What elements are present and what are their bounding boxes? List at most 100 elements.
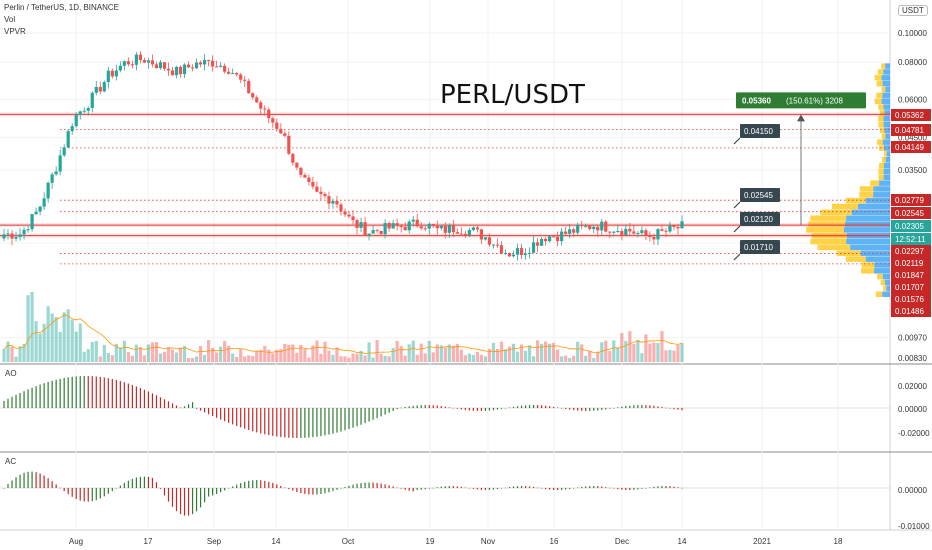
ac-bar — [15, 477, 17, 488]
ao-bar — [91, 376, 93, 408]
price-tick-label[interactable]: 0.04500 — [898, 133, 927, 142]
volume-bar — [46, 306, 50, 362]
vpvr-bar-yellow — [808, 221, 846, 227]
ac-bar — [364, 482, 366, 488]
symbol-info[interactable]: Perlin / TetherUS, 1D, BINANCE — [4, 3, 120, 12]
ao-bar — [368, 408, 370, 422]
vpvr-bar-blue — [882, 80, 890, 87]
price-tick-label[interactable]: 0.00830 — [898, 354, 927, 363]
ac-bar — [581, 486, 583, 488]
vpvr-profile — [806, 63, 890, 297]
axis-tag-bg — [891, 245, 931, 257]
volume-bar — [503, 349, 508, 362]
axis-tag-text: 0.02779 — [895, 196, 924, 205]
volume-bar — [367, 342, 371, 362]
vpvr-bar-blue — [885, 86, 890, 93]
volume-bar — [118, 347, 122, 362]
ao-bar — [641, 405, 643, 408]
ao-bar — [220, 408, 222, 420]
volume-bar — [10, 346, 14, 362]
price-tick-label[interactable]: 0.06000 — [898, 96, 927, 105]
volume-bar — [568, 357, 572, 362]
price-callouts[interactable]: 0.04150 0.02545 0.02120 0.01710 — [733, 124, 780, 261]
volume-bar — [2, 349, 6, 362]
ao-bar — [187, 404, 190, 408]
price-tick-label[interactable]: 0.00970 — [898, 334, 927, 343]
vpvr-bar-yellow — [831, 203, 859, 210]
vpvr-bar-blue — [881, 98, 890, 104]
candle-body — [568, 229, 572, 234]
ac-tick-label[interactable]: 0.00000 — [898, 486, 927, 495]
ao-bar — [224, 408, 226, 422]
ac-tick-label[interactable]: -0.01000 — [898, 522, 930, 531]
ac-bar — [565, 488, 567, 490]
ao-bar — [216, 408, 218, 418]
ao-bar — [55, 379, 57, 408]
price-tick-label[interactable]: 0.08000 — [898, 58, 927, 67]
ao-tick-label[interactable]: 0.00000 — [898, 405, 927, 414]
time-tick-label[interactable]: 14 — [678, 537, 687, 546]
candle-body — [211, 60, 215, 67]
time-tick-label[interactable]: 19 — [426, 537, 435, 546]
volume-bar — [395, 340, 399, 362]
volume-bar — [556, 349, 560, 362]
ao-bar — [581, 408, 583, 411]
ac-bar — [99, 488, 101, 499]
time-tick-label[interactable]: Nov — [481, 537, 495, 546]
ao-bar — [484, 408, 487, 411]
price-tick-label[interactable]: 0.10000 — [898, 29, 927, 38]
ac-bar — [400, 488, 402, 489]
time-tick-label[interactable]: Oct — [342, 537, 355, 546]
price-range-measure[interactable]: 0.05360 (150.61%) 3208 — [736, 92, 866, 225]
volume-bar — [375, 340, 379, 362]
vpvr-bar-yellow — [881, 133, 886, 140]
ac-bar — [484, 488, 487, 490]
volume-bar — [612, 340, 616, 362]
currency-button[interactable]: USDT — [898, 5, 928, 16]
ao-bar — [476, 408, 478, 411]
ao-bar — [388, 408, 390, 413]
candle-body — [463, 233, 467, 236]
price-tick-label[interactable]: 0.03500 — [898, 166, 927, 175]
volume-bar — [391, 347, 395, 362]
ac-bar — [561, 488, 563, 490]
ac-bar — [300, 488, 302, 494]
candle-body — [223, 65, 227, 72]
indicator-vol[interactable]: Vol — [4, 15, 16, 24]
ac-bar — [520, 486, 523, 488]
time-axis-labels[interactable]: Aug 17 Sep 14 Oct 19 Nov 16 Dec 14 2021 18 — [69, 537, 843, 546]
candle-body — [174, 66, 179, 76]
ao-bar — [408, 406, 410, 408]
ac-bar — [356, 483, 358, 488]
ac-bar — [244, 481, 246, 488]
time-tick-label[interactable]: 17 — [144, 537, 153, 546]
time-tick-label[interactable]: Aug — [69, 537, 83, 546]
time-tick-label[interactable]: 16 — [550, 537, 559, 546]
candle-body — [475, 227, 479, 230]
candle-body — [415, 219, 419, 227]
volume-bar — [491, 342, 496, 362]
ac-bar — [208, 488, 210, 497]
ao-bar — [87, 376, 89, 408]
indicator-vpvr[interactable]: VPVR — [4, 27, 26, 36]
volume-bars — [2, 291, 684, 362]
ao-tick-label[interactable]: 0.02000 — [898, 382, 927, 391]
time-tick-label[interactable]: Sep — [207, 537, 222, 546]
vpvr-bar-yellow — [881, 156, 886, 163]
ao-tick-label[interactable]: -0.02000 — [898, 429, 930, 438]
candle-body — [94, 86, 98, 93]
candle-body — [299, 167, 303, 175]
candle-body — [219, 65, 223, 67]
ao-bar — [155, 395, 158, 408]
ao-bar — [23, 391, 25, 408]
time-tick-label[interactable]: 2021 — [753, 537, 771, 546]
time-tick-label[interactable]: 18 — [834, 537, 843, 546]
volume-bar — [303, 349, 307, 362]
vpvr-bar-yellow — [884, 151, 887, 157]
ao-bar — [99, 376, 101, 408]
time-tick-label[interactable]: Dec — [615, 537, 629, 546]
candle-body — [652, 236, 656, 240]
time-tick-label[interactable]: 14 — [272, 537, 281, 546]
volume-bar — [154, 342, 159, 362]
